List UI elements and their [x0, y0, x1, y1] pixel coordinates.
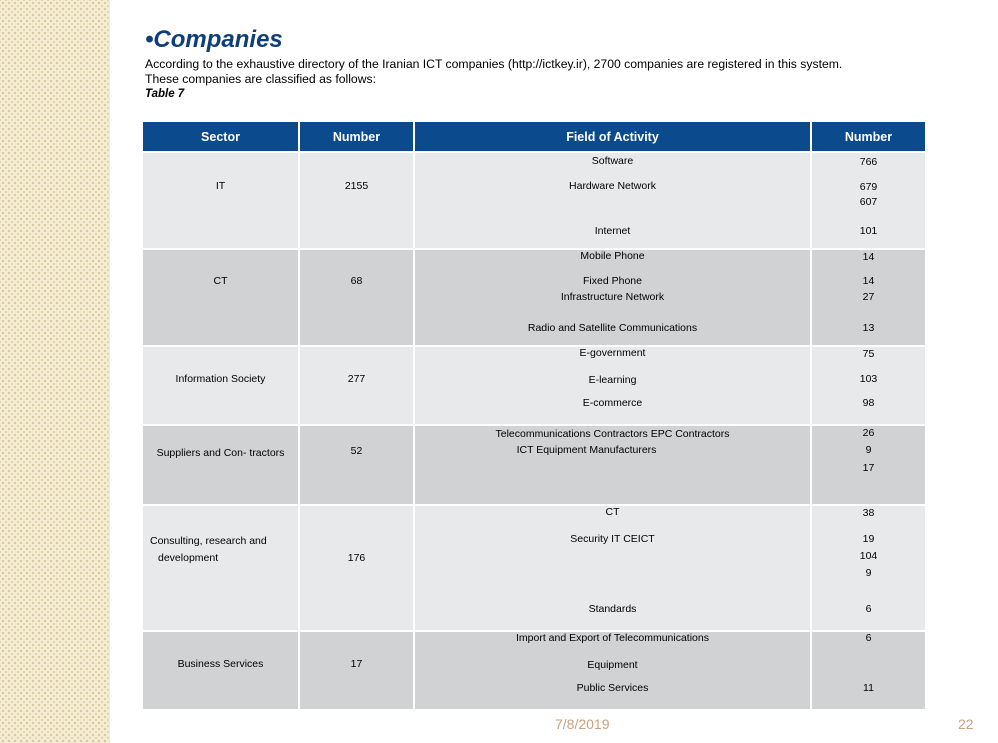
- count-cell: 14 14 27 13: [810, 248, 927, 347]
- count-cell: 75 103 98: [810, 345, 927, 426]
- field-label: Public Services: [576, 682, 649, 694]
- sector-cell: Information Society: [141, 345, 300, 426]
- field-label: Hardware Network: [569, 180, 656, 192]
- number-cell: 68: [298, 248, 415, 347]
- page-number: 22: [958, 716, 974, 732]
- field-cell: E-government E-learning E-commerce: [413, 345, 812, 426]
- header-sector: Sector: [141, 120, 300, 153]
- count-value: 11: [863, 682, 874, 694]
- number-cell: 2155: [298, 151, 415, 250]
- count-value: 26: [862, 427, 875, 439]
- count-cell: 38 19 104 9 6: [810, 504, 927, 632]
- field-label: Standards: [588, 603, 637, 615]
- field-label: Mobile Phone: [580, 250, 645, 262]
- count-value: 17: [862, 462, 875, 474]
- header-number: Number: [298, 120, 415, 153]
- table-row: CT 68 Mobile Phone Fixed Phone Infrastru…: [141, 248, 927, 347]
- field-cell: Software Hardware Network Internet: [413, 151, 812, 250]
- count-value: 6: [865, 603, 872, 615]
- companies-table-wrapper: Sector Number Field of Activity Number I…: [141, 120, 927, 711]
- field-label: Import and Export of Telecommunications: [516, 632, 709, 644]
- count-value: 27: [862, 291, 875, 303]
- field-cell: CT Security IT CEICT Standards: [413, 504, 812, 632]
- sector-cell: Consulting, research and development: [141, 504, 300, 632]
- table-row: IT 2155 Software Hardware Network Intern…: [141, 151, 927, 250]
- sector-label: Business Services: [177, 658, 264, 670]
- decorative-side-band: [0, 0, 110, 743]
- footer-date: 7/8/2019: [555, 716, 610, 732]
- field-cell: Import and Export of Telecommunications …: [413, 630, 812, 711]
- table-caption: Table 7: [145, 88, 185, 100]
- count-value: 19: [862, 533, 875, 545]
- sector-label: Consulting, research and: [150, 535, 267, 547]
- field-label: Infrastructure Network: [560, 291, 665, 303]
- sector-label: Information Society: [175, 373, 266, 385]
- table-header-row: Sector Number Field of Activity Number: [141, 120, 927, 153]
- header-count: Number: [810, 120, 927, 153]
- field-cell: Telecommunications Contractors EPC Contr…: [413, 424, 812, 506]
- companies-table: Sector Number Field of Activity Number I…: [141, 120, 927, 711]
- field-label: Telecommunications Contractors EPC Contr…: [495, 428, 730, 440]
- sector-number: 68: [350, 275, 363, 287]
- count-value: 14: [862, 251, 875, 263]
- count-value: 98: [862, 397, 875, 409]
- count-value: 103: [859, 373, 878, 385]
- count-value: 607: [859, 196, 878, 208]
- field-label: Radio and Satellite Communications: [527, 322, 698, 334]
- count-value: 13: [862, 322, 875, 334]
- count-value: 104: [859, 550, 878, 562]
- sector-cell: IT: [141, 151, 300, 250]
- sector-cell: Business Services: [141, 630, 300, 711]
- count-value: 679: [859, 181, 878, 193]
- field-label: CT: [605, 506, 620, 518]
- sector-number: 2155: [344, 180, 369, 192]
- count-cell: 6 11: [810, 630, 927, 711]
- sector-label: CT: [213, 275, 228, 287]
- sector-label: IT: [215, 180, 226, 192]
- count-value: 14: [862, 275, 875, 287]
- number-cell: 17: [298, 630, 415, 711]
- sector-label: Suppliers and Con- tractors: [156, 447, 285, 459]
- count-value: 101: [859, 225, 878, 237]
- count-value: 38: [862, 507, 875, 519]
- slide-title: •Companies: [145, 26, 283, 53]
- sector-number: 17: [350, 658, 363, 670]
- count-value: 766: [859, 156, 878, 168]
- field-label: E-learning: [588, 374, 637, 386]
- field-cell: Mobile Phone Fixed Phone Infrastructure …: [413, 248, 812, 347]
- count-value: 9: [865, 567, 872, 579]
- table-row: Consulting, research and development 176…: [141, 504, 927, 632]
- count-value: 9: [865, 444, 872, 456]
- header-field: Field of Activity: [413, 120, 812, 153]
- table-row: Suppliers and Con- tractors 52 Telecommu…: [141, 424, 927, 506]
- count-cell: 766 679 607 101: [810, 151, 927, 250]
- sector-number: 277: [347, 373, 366, 385]
- table-row: Information Society 277 E-government E-l…: [141, 345, 927, 426]
- table-row: Business Services 17 Import and Export o…: [141, 630, 927, 711]
- sector-cell: Suppliers and Con- tractors: [141, 424, 300, 506]
- number-cell: 176: [298, 504, 415, 632]
- count-value: 6: [865, 632, 872, 644]
- sector-cell: CT: [141, 248, 300, 347]
- field-label: Fixed Phone: [583, 275, 642, 287]
- number-cell: 277: [298, 345, 415, 426]
- sector-label: development: [158, 552, 219, 564]
- field-label: Software: [591, 155, 634, 167]
- number-cell: 52: [298, 424, 415, 506]
- field-label: Internet: [594, 225, 631, 237]
- field-label: ICT Equipment Manufacturers: [516, 444, 657, 456]
- field-label: E-government: [579, 347, 646, 359]
- intro-line-2: These companies are classified as follow…: [145, 71, 376, 86]
- sector-number: 52: [350, 445, 363, 457]
- sector-number: 176: [347, 552, 366, 564]
- intro-text: According to the exhaustive directory of…: [145, 57, 965, 86]
- field-label: Equipment: [587, 659, 638, 671]
- count-cell: 26 9 17: [810, 424, 927, 506]
- intro-line-1: According to the exhaustive directory of…: [145, 57, 843, 71]
- field-label: Security IT CEICT: [570, 533, 655, 545]
- count-value: 75: [862, 348, 875, 360]
- field-label: E-commerce: [582, 397, 643, 409]
